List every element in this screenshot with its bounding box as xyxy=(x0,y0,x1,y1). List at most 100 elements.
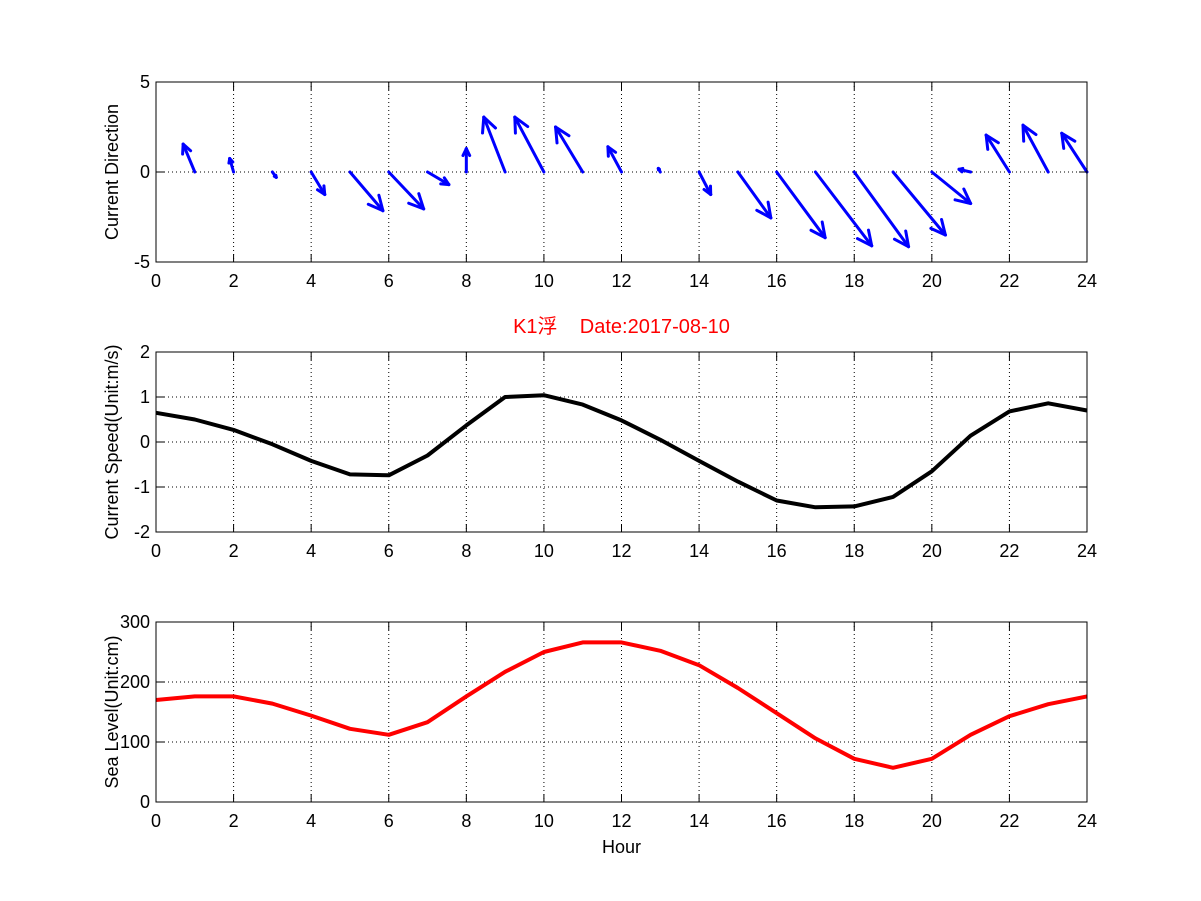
arrow-head xyxy=(181,142,185,156)
arrow-head xyxy=(377,193,385,213)
arrow-head xyxy=(366,202,385,213)
y-tick-label: 100 xyxy=(120,732,150,752)
x-tick-label: 0 xyxy=(151,271,161,291)
x-tick-label: 10 xyxy=(534,541,554,561)
arrow-head xyxy=(1021,123,1026,143)
arrow-head xyxy=(513,115,517,135)
x-tick-label: 24 xyxy=(1077,541,1097,561)
x-tick-label: 4 xyxy=(306,811,316,831)
arrow-shaft xyxy=(513,115,546,174)
arrow-head xyxy=(1060,131,1077,143)
sea-level-plot-area xyxy=(156,622,1087,802)
arrow-head xyxy=(407,201,426,211)
arrow-head xyxy=(820,220,827,240)
x-tick-label: 2 xyxy=(229,271,239,291)
y-tick-label: 0 xyxy=(140,162,150,182)
x-tick-label: 16 xyxy=(767,811,787,831)
arrow-shaft xyxy=(482,115,507,174)
direction-arrow xyxy=(554,125,585,174)
x-tick-label: 10 xyxy=(534,811,554,831)
x-tick-label: 4 xyxy=(306,541,316,561)
y-tick-label: -2 xyxy=(134,522,150,542)
direction-arrow xyxy=(1060,131,1089,174)
arrow-shaft xyxy=(852,170,911,249)
arrow-shaft xyxy=(387,170,426,211)
y-tick-label: -5 xyxy=(134,252,150,272)
x-tick-label: 20 xyxy=(922,541,942,561)
x-tick-label: 20 xyxy=(922,811,942,831)
arrow-head xyxy=(984,133,990,151)
x-tick-label: 4 xyxy=(306,271,316,291)
x-tick-label: 6 xyxy=(384,271,394,291)
direction-arrow xyxy=(656,166,662,174)
y-tick-label: 0 xyxy=(140,432,150,452)
direction-arrow xyxy=(181,142,197,174)
speed-y-axis-label: Current Speed(Unit:m/s) xyxy=(102,344,122,539)
arrow-shaft xyxy=(813,170,874,248)
arrow-head xyxy=(867,228,874,248)
direction-arrow xyxy=(606,145,623,174)
arrow-shaft xyxy=(554,125,585,174)
direction-vectors xyxy=(181,115,1089,249)
y-tick-label: 2 xyxy=(140,342,150,362)
sea-level-y-axis-label: Sea Level(Unit:cm) xyxy=(102,635,122,788)
sea-level-series-line xyxy=(155,640,1088,770)
arrow-head xyxy=(322,184,327,196)
x-tick-label: 22 xyxy=(999,541,1019,561)
arrow-head xyxy=(481,115,486,135)
arrow-shaft xyxy=(775,170,827,240)
x-tick-label: 18 xyxy=(844,811,864,831)
arrow-head xyxy=(442,176,451,187)
direction-arrow xyxy=(697,170,713,196)
x-tick-label: 10 xyxy=(534,271,554,291)
direction-arrow xyxy=(426,170,451,187)
y-tick-label: 200 xyxy=(120,672,150,692)
arrow-shaft xyxy=(426,170,451,187)
y-tick-label: 0 xyxy=(140,792,150,812)
arrow-head xyxy=(755,208,773,220)
direction-arrow xyxy=(387,170,426,211)
sea-level-x-axis-label: Hour xyxy=(602,837,641,857)
direction-arrow xyxy=(481,115,507,174)
speed-plot-area xyxy=(156,352,1087,532)
x-tick-label: 18 xyxy=(844,541,864,561)
chart-title: K1浮 Date:2017-08-10 xyxy=(513,315,730,338)
direction-arrow xyxy=(891,170,947,237)
arrow-head xyxy=(904,229,911,249)
x-tick-label: 12 xyxy=(611,271,631,291)
x-tick-label: 24 xyxy=(1077,811,1097,831)
x-tick-label: 20 xyxy=(922,271,942,291)
arrow-shaft xyxy=(930,170,973,205)
arrow-shaft xyxy=(606,145,623,174)
arrow-shaft xyxy=(348,170,385,213)
arrow-head xyxy=(227,157,232,165)
x-tick-label: 8 xyxy=(461,811,471,831)
x-tick-label: 14 xyxy=(689,541,709,561)
direction-arrow xyxy=(348,170,385,213)
x-tick-label: 6 xyxy=(384,541,394,561)
arrow-head xyxy=(513,115,530,129)
arrow-shaft xyxy=(891,170,947,237)
arrow-head xyxy=(482,115,497,130)
direction-arrow xyxy=(813,170,874,248)
arrow-head xyxy=(892,237,911,249)
direction-arrow xyxy=(957,166,973,174)
arrow-head xyxy=(929,226,947,237)
y-tick-label: 1 xyxy=(140,387,150,407)
arrow-head xyxy=(809,228,827,240)
x-tick-label: 0 xyxy=(151,811,161,831)
x-tick-label: 18 xyxy=(844,271,864,291)
x-tick-label: 8 xyxy=(461,541,471,561)
x-tick-label: 0 xyxy=(151,541,161,561)
x-tick-label: 12 xyxy=(611,541,631,561)
arrow-head xyxy=(554,125,571,138)
y-tick-label: -1 xyxy=(134,477,150,497)
direction-arrow xyxy=(736,170,773,220)
x-tick-label: 6 xyxy=(384,811,394,831)
x-tick-label: 22 xyxy=(999,271,1019,291)
x-tick-label: 24 xyxy=(1077,271,1097,291)
arrow-head xyxy=(953,198,973,205)
